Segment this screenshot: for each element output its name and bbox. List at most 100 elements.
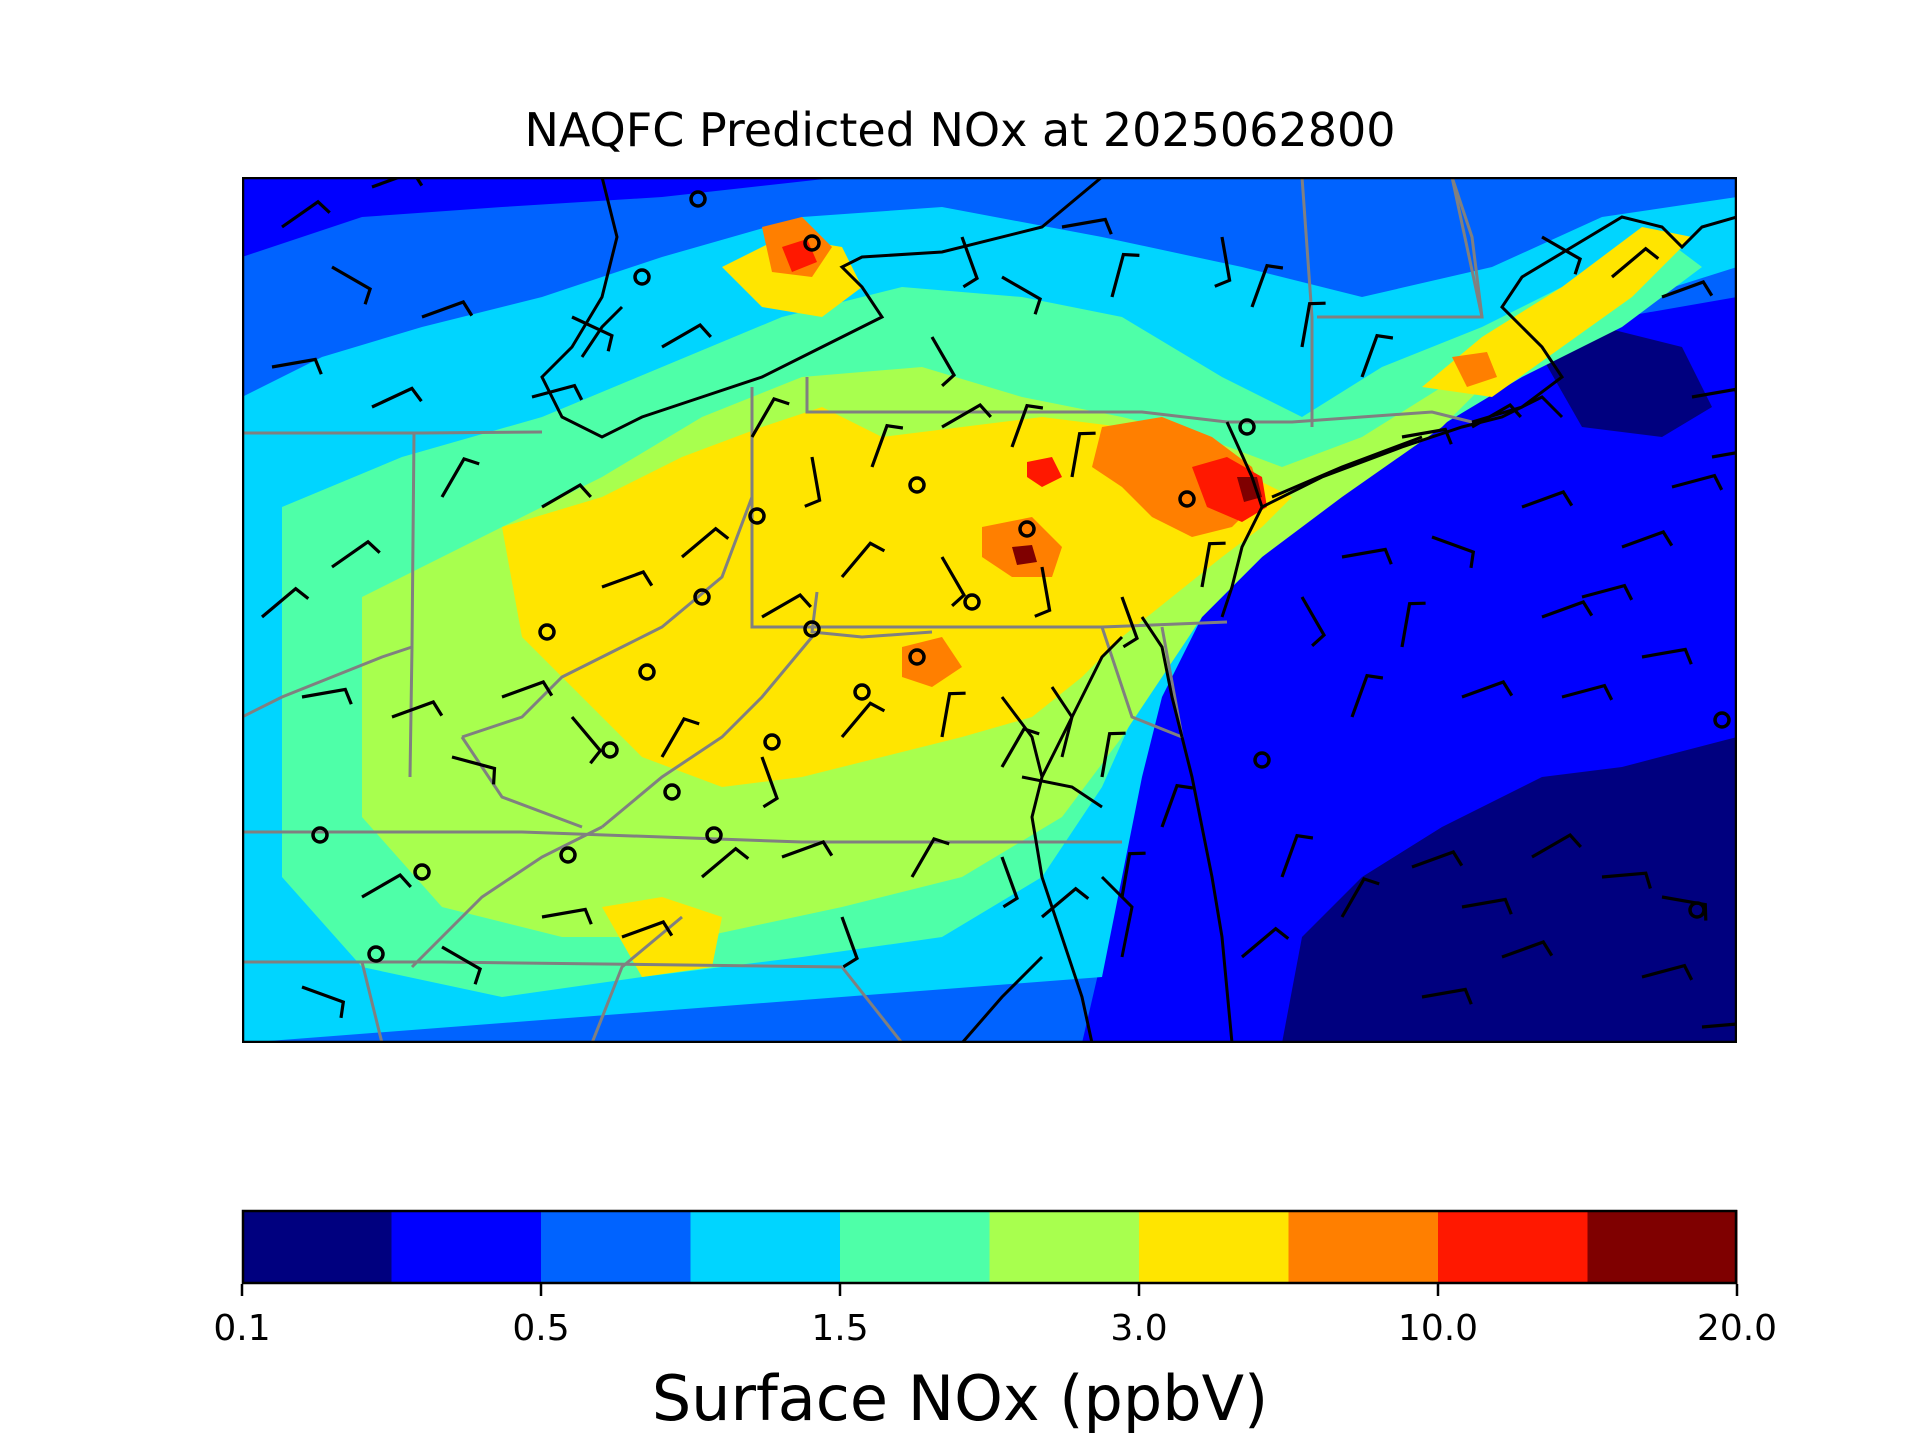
wind-barb-icon: [1280, 833, 1314, 878]
colorbar-frame: [241, 1209, 1738, 1285]
wind-barb-icon: [371, 177, 424, 189]
wind-barb-icon: [531, 383, 584, 401]
colorbar-tick-label: 0.5: [512, 1308, 570, 1349]
field-region-ocean-low: [1282, 737, 1737, 1043]
wind-barb-icon: [1110, 252, 1140, 298]
wind-barb-icon: [760, 756, 779, 809]
wind-barb-icon: [1061, 217, 1113, 235]
circle-icon: [559, 846, 577, 864]
circle-icon: [853, 683, 871, 701]
page-title: NAQFC Predicted NOx at 2025062800: [524, 103, 1396, 157]
nox-map: [242, 177, 1737, 1043]
wind-barb-icon: [930, 336, 957, 387]
circle-icon: [633, 268, 651, 286]
wind-barb-icon: [1561, 683, 1614, 701]
colorbar-tick-label: 20.0: [1696, 1308, 1778, 1349]
wind-barb-icon: [621, 920, 674, 939]
wind-barb-icon: [1521, 490, 1574, 509]
circle-icon: [1238, 418, 1256, 436]
wind-barb-icon: [940, 691, 966, 738]
circle-icon: [538, 623, 556, 641]
circle-icon: [601, 741, 619, 759]
circle-icon: [663, 783, 681, 801]
wind-barb-icon: [1341, 547, 1393, 565]
wind-barb-icon: [1411, 850, 1464, 869]
wind-barb-icon: [1300, 596, 1327, 647]
wind-barb-icon: [1400, 601, 1426, 648]
wind-barb-icon: [1120, 596, 1139, 649]
wind-barb-icon: [571, 315, 614, 352]
circle-icon: [638, 663, 656, 681]
wind-barb-icon: [750, 396, 790, 438]
wind-barb-icon: [441, 945, 483, 985]
circle-icon: [693, 588, 711, 606]
circle-icon: [763, 733, 781, 751]
wind-barb-icon: [1240, 926, 1290, 959]
circle-icon: [963, 593, 981, 611]
circle-icon: [1713, 711, 1731, 729]
colorbar: [240, 1209, 1739, 1296]
wind-barb-icon: [781, 840, 834, 859]
map-frame: [242, 177, 1737, 1043]
wind-barb-icon: [941, 402, 992, 429]
wind-barb-icon: [1040, 886, 1090, 919]
wind-barb-icon: [1360, 333, 1394, 378]
colorbar-swatch: [1438, 1210, 1588, 1284]
wind-barb-icon: [1531, 832, 1582, 859]
colorbar-swatch: [541, 1210, 691, 1284]
colorbar-swatch: [840, 1210, 990, 1284]
wind-barb-icon: [1610, 246, 1660, 279]
wind-barb-icon: [301, 985, 346, 1019]
wind-barb-icon: [1350, 673, 1384, 718]
colorbar-swatch: [1587, 1210, 1738, 1284]
wind-barb-icon: [331, 539, 381, 569]
wind-barb-icon: [1000, 726, 1040, 768]
wind-barb-icon: [361, 872, 412, 899]
field-region-land-yellow: [1422, 227, 1692, 397]
circle-icon: [1178, 490, 1196, 508]
colorbar-swatch: [1288, 1210, 1439, 1284]
field-region-ocean-low: [1542, 327, 1712, 437]
colorbar-swatch: [989, 1210, 1140, 1284]
circle-icon: [705, 826, 723, 844]
field-region-orange: [1452, 352, 1497, 387]
circle-icon: [689, 190, 707, 208]
wind-barb-icon: [1034, 566, 1052, 618]
wind-barb-icon: [1641, 963, 1694, 981]
wind-barb-icon: [1621, 530, 1674, 549]
colorbar-swatch: [242, 1210, 392, 1284]
wind-barb-icon: [661, 322, 712, 349]
colorbar-swatches: [242, 1210, 1738, 1284]
wind-barb-icon: [680, 526, 730, 559]
field-region-red: [1192, 457, 1267, 522]
wind-barb-icon: [421, 300, 474, 319]
wind-barb-icon: [451, 755, 497, 785]
wind-barb-icon: [1100, 731, 1126, 778]
wind-barb-icon: [1300, 301, 1326, 348]
wind-barb-icon: [541, 907, 593, 925]
wind-barb-icon: [391, 700, 444, 719]
monitoring-sites: [311, 190, 1731, 963]
wind-barb-icon: [700, 846, 750, 879]
wind-barb-icon: [1120, 851, 1146, 898]
circle-icon: [908, 476, 926, 494]
map-panel: [242, 177, 1737, 1043]
wind-barb-icon: [1160, 783, 1194, 828]
field-region-red: [1027, 457, 1062, 487]
colorbar-ticks: [240, 1284, 1739, 1296]
colorbar-tick-label: 3.0: [1110, 1308, 1168, 1349]
circle-icon: [413, 863, 431, 881]
colorbar-svg: [240, 1209, 1739, 1296]
field-region-land-yellow: [722, 237, 862, 317]
wind-barb-icon: [601, 570, 654, 589]
wind-barb-icon: [1581, 583, 1634, 601]
wind-barb-icon: [1070, 431, 1096, 478]
wind-barb-icon: [870, 423, 904, 468]
wind-barb-icon: [281, 199, 331, 229]
colorbar-swatch: [690, 1210, 841, 1284]
colorbar-tick-label: 0.1: [213, 1308, 271, 1349]
wind-barb-icon: [1214, 236, 1232, 288]
wind-barb-icon: [1501, 940, 1554, 959]
circle-icon: [1253, 751, 1271, 769]
wind-barb-icon: [1541, 600, 1594, 619]
